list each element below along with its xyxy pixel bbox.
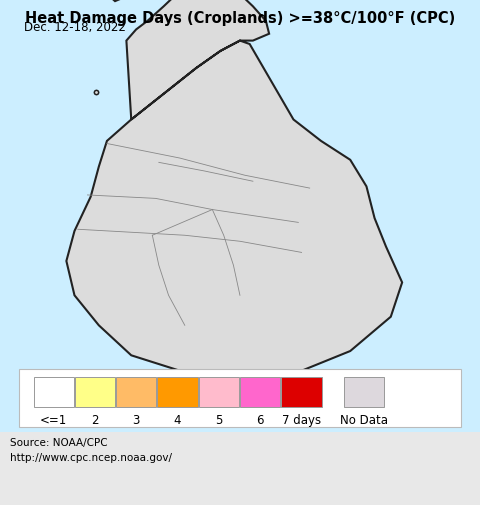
Text: <=1: <=1: [40, 414, 67, 427]
Text: 4: 4: [174, 414, 181, 427]
Text: 3: 3: [132, 414, 140, 427]
Text: 2: 2: [91, 414, 99, 427]
Text: Heat Damage Days (Croplands) >=38°C/100°F (CPC): Heat Damage Days (Croplands) >=38°C/100°…: [25, 11, 455, 26]
Text: 5: 5: [215, 414, 223, 427]
Text: 6: 6: [256, 414, 264, 427]
Text: 7 days: 7 days: [282, 414, 321, 427]
Text: No Data: No Data: [340, 414, 388, 427]
Text: Source: NOAA/CPC
http://www.cpc.ncep.noaa.gov/: Source: NOAA/CPC http://www.cpc.ncep.noa…: [10, 438, 172, 463]
Polygon shape: [66, 0, 402, 375]
Text: Dec. 12-18, 2022: Dec. 12-18, 2022: [24, 21, 126, 34]
